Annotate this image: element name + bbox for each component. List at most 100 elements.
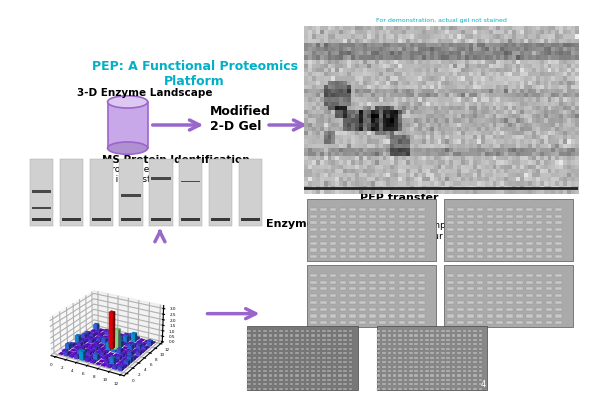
Bar (343, 361, 347, 363)
Bar (382, 339, 386, 341)
Bar (555, 214, 562, 218)
Text: 4: 4 (481, 380, 486, 389)
Bar (338, 374, 342, 376)
Bar (536, 287, 542, 290)
Bar (497, 294, 503, 297)
Bar (258, 348, 261, 350)
Bar (317, 383, 320, 386)
Bar (452, 357, 455, 359)
Bar (398, 352, 402, 354)
Bar (487, 248, 493, 252)
Bar (441, 352, 445, 354)
Bar (296, 374, 299, 376)
Bar (258, 379, 261, 381)
Bar (399, 235, 405, 238)
Bar (349, 301, 356, 304)
Bar (487, 255, 493, 258)
Bar (506, 242, 513, 245)
Bar (382, 374, 386, 376)
Bar (516, 242, 523, 245)
Bar (536, 235, 542, 238)
Bar (497, 208, 503, 211)
Bar (369, 242, 376, 245)
Bar (388, 374, 391, 376)
Bar (436, 334, 439, 336)
Bar (419, 383, 423, 386)
Bar (263, 379, 267, 381)
Bar (330, 248, 336, 252)
Bar (444, 265, 573, 327)
Bar (555, 255, 562, 258)
Bar (408, 314, 415, 318)
Bar (398, 388, 402, 390)
Bar (388, 383, 391, 386)
Bar (467, 294, 474, 297)
Bar (447, 214, 454, 218)
Bar (301, 357, 304, 359)
Bar (320, 308, 327, 311)
Bar (333, 357, 336, 359)
Bar (369, 274, 376, 277)
Bar (122, 218, 141, 221)
Bar (419, 370, 423, 372)
Bar (457, 221, 464, 224)
Bar (279, 330, 283, 332)
Bar (330, 242, 336, 245)
Bar (418, 294, 425, 297)
Bar (389, 287, 395, 290)
Bar (463, 334, 466, 336)
Bar (497, 314, 503, 318)
Bar (546, 287, 552, 290)
Bar (414, 330, 418, 332)
Bar (555, 235, 562, 238)
Bar (322, 330, 326, 332)
Bar (388, 361, 391, 363)
Bar (349, 287, 356, 290)
Bar (393, 361, 396, 363)
Ellipse shape (107, 142, 148, 154)
Bar (377, 339, 381, 341)
Bar (457, 214, 464, 218)
Bar (290, 366, 293, 368)
Bar (468, 330, 471, 332)
Bar (468, 334, 471, 336)
Bar (379, 301, 385, 304)
Bar (247, 361, 251, 363)
Bar (468, 357, 471, 359)
Bar (409, 352, 412, 354)
Bar (516, 274, 523, 277)
Bar (181, 181, 201, 182)
Bar (546, 228, 552, 231)
Text: PEP: A Functional Proteomics
Platform: PEP: A Functional Proteomics Platform (91, 60, 297, 88)
Bar (340, 221, 346, 224)
Bar (497, 235, 503, 238)
Bar (349, 343, 352, 346)
Bar (516, 221, 523, 224)
Bar (343, 339, 347, 341)
Bar (284, 383, 288, 386)
Bar (447, 388, 450, 390)
Bar (274, 361, 277, 363)
Bar (349, 370, 352, 372)
Bar (516, 214, 523, 218)
Bar (301, 388, 304, 390)
Bar (477, 242, 483, 245)
Bar (327, 357, 331, 359)
Bar (477, 221, 483, 224)
Bar (306, 330, 309, 332)
Bar (382, 361, 386, 363)
Bar (436, 366, 439, 368)
Bar (253, 334, 256, 336)
Bar (398, 334, 402, 336)
Bar (379, 287, 385, 290)
Bar (497, 308, 503, 311)
Bar (457, 235, 464, 238)
Bar (258, 334, 261, 336)
Bar (418, 308, 425, 311)
Bar (151, 177, 171, 180)
Bar (349, 357, 352, 359)
Bar (516, 235, 523, 238)
Bar (253, 343, 256, 346)
Bar (322, 334, 326, 336)
Bar (310, 287, 317, 290)
